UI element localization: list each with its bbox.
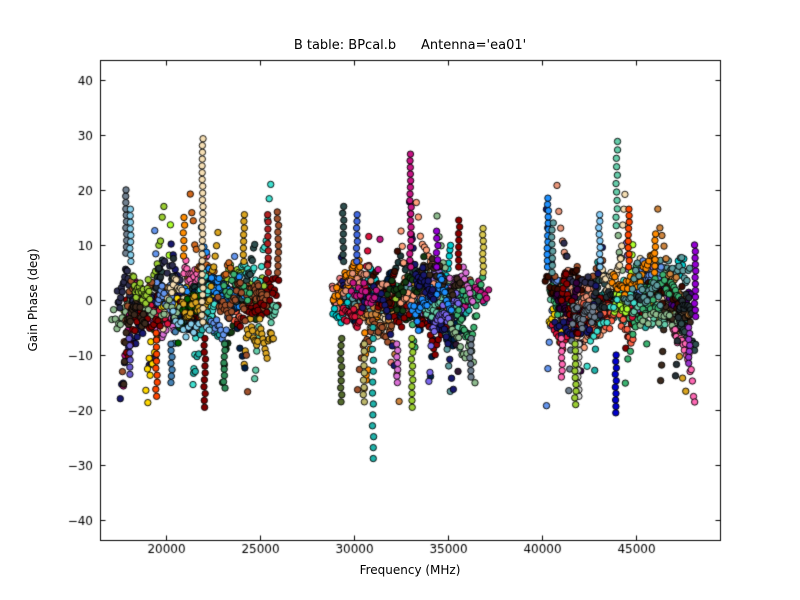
x-axis-label: Frequency (MHz): [359, 563, 461, 577]
y-axis-label: Gain Phase (deg): [26, 248, 40, 352]
chart-title: B table: BPcal.b Antenna='ea01': [293, 38, 527, 53]
